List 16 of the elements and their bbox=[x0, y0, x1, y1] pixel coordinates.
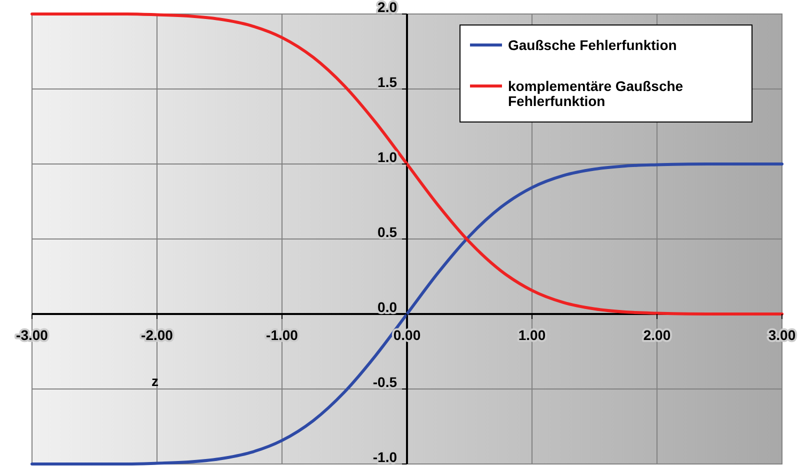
y-tick-label: 2.0 bbox=[378, 0, 398, 15]
y-tick-label: -0.5 bbox=[372, 374, 398, 390]
y-tick-label: -1.0 bbox=[372, 449, 398, 465]
y-tick-label: 1.5 bbox=[378, 74, 398, 90]
x-tick-label: 1.00 bbox=[518, 327, 546, 343]
x-tick-label: 3.00 bbox=[768, 327, 796, 343]
x-tick-label: -3.00 bbox=[16, 327, 48, 343]
x-tick-label: 2.00 bbox=[643, 327, 671, 343]
x-axis-title: z bbox=[152, 373, 158, 389]
legend-label: komplementäre Gaußsche Fehlerfunktion bbox=[508, 78, 684, 109]
x-tick-label: -2.00 bbox=[141, 327, 174, 343]
legend-label: Gaußsche Fehlerfunktion bbox=[508, 37, 677, 53]
y-tick-label: 0.0 bbox=[378, 299, 398, 315]
x-tick-label: -1.00 bbox=[266, 327, 298, 343]
y-tick-label: 0.5 bbox=[378, 224, 398, 240]
y-tick-label: 1.0 bbox=[378, 149, 398, 165]
